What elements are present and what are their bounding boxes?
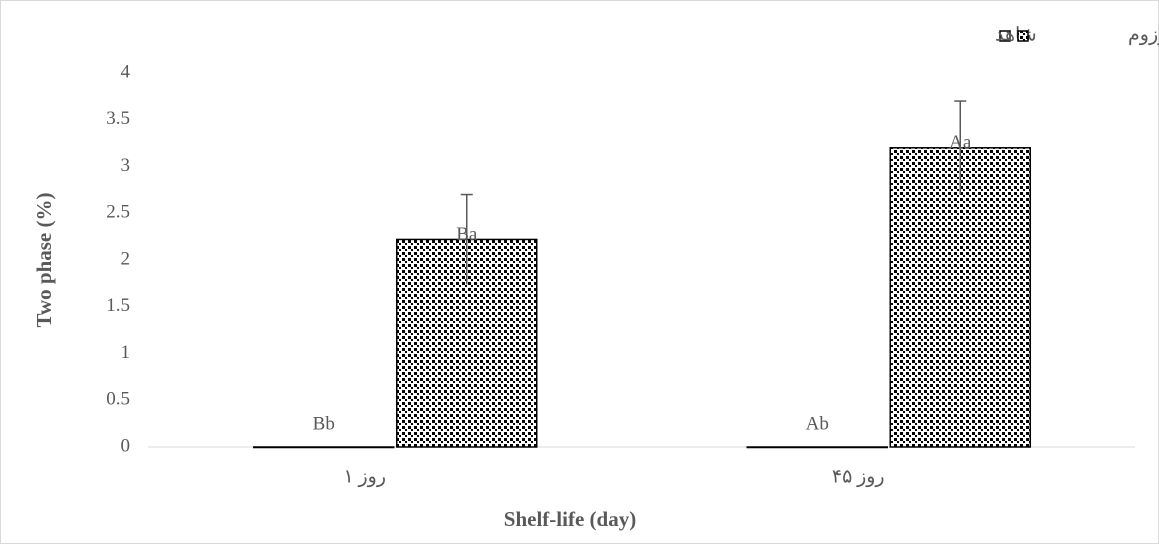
x-tick-label: روز ۱ [344, 466, 387, 487]
legend-swatch [1017, 30, 1029, 42]
legend-swatch [999, 30, 1011, 42]
x-tick-label: روز ۴۵ [832, 466, 885, 487]
y-tick-label: 2 [121, 248, 131, 269]
x-axis-title: Shelf-life (day) [504, 507, 636, 531]
y-tick-label: 4 [121, 61, 131, 82]
y-axis-title: Two phase (%) [32, 193, 56, 328]
data-label: Ba [456, 224, 478, 245]
y-tick-label: 0 [121, 435, 131, 456]
error-bar [460, 193, 473, 285]
legend-label: شاهد [995, 24, 1037, 45]
data-label: Ab [806, 413, 829, 434]
y-tick-label: 1.5 [106, 295, 130, 316]
y-tick-label: 3 [121, 155, 131, 176]
bar [746, 446, 888, 449]
bar [889, 147, 1031, 448]
y-tick-label: 1 [121, 342, 131, 363]
y-tick-label: 2.5 [106, 202, 130, 223]
data-label: Bb [313, 413, 335, 434]
bar [253, 446, 395, 449]
y-tick-label: 0.5 [106, 389, 130, 410]
y-tick-label: 3.5 [106, 108, 130, 129]
error-bar [954, 100, 967, 195]
legend-label: حاوی کیتوزوم [1128, 24, 1159, 45]
data-label: Aa [949, 132, 972, 153]
